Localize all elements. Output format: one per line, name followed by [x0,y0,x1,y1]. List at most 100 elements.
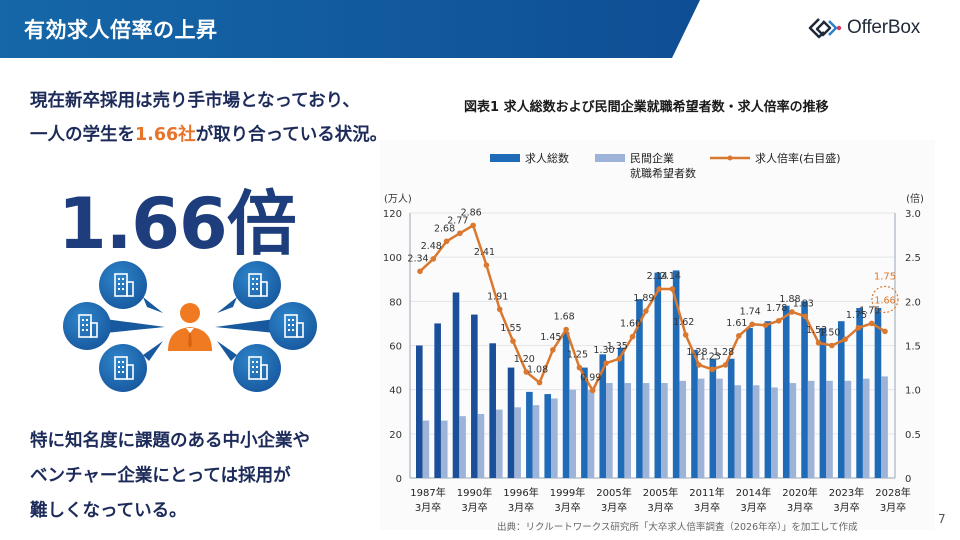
ratio-point [589,387,596,394]
x-tick-label: 1999年 [550,486,585,499]
ratio-data-label: 2.86 [461,207,482,218]
logo-text: OfferBox [847,17,921,38]
bar-total [672,270,680,478]
bar-seekers [587,389,595,478]
bar-total [452,292,460,478]
ratio-data-label: 1.83 [793,298,814,309]
ratio-data-label: 0.99 [580,373,601,384]
ratio-data-label: 1.55 [500,323,521,334]
bottom-line-1: 特に知名度に課題のある中小企業や [30,431,310,451]
ratio-point [470,222,476,229]
bar-seekers [514,407,521,478]
ratio-point [709,366,716,373]
bar-total [599,354,607,478]
bar-total [819,327,827,478]
ratio-point [682,332,689,338]
header-band [0,0,700,58]
bar-seekers [789,383,797,478]
student-companies-illustration [63,261,317,392]
ratio-point [749,321,755,328]
y2-tick-label: 1.5 [905,342,921,353]
ratio-point [443,238,450,245]
bar-seekers [422,420,430,478]
bar-total [801,301,808,478]
y-tick-label: 40 [389,386,402,397]
bar-seekers [679,380,687,478]
bar-seekers [624,383,632,478]
offerbox-logo-icon [808,18,842,39]
bar-seekers [716,378,723,478]
person-icon [168,303,212,351]
bar-seekers [807,380,815,478]
ratio-data-label: 1.50 [819,328,840,339]
bar-total [434,323,441,478]
lead-line-2-post: が取り合っている状況。 [195,125,388,145]
highlight-circle [871,285,899,313]
ratio-point [815,340,822,346]
ratio-point [722,362,729,368]
bar-total [526,391,533,478]
ratio-data-label: 1.28 [686,347,707,358]
x-tick-label: 2005年 [596,486,631,499]
ratio-point [855,325,862,331]
bar-seekers [551,398,558,478]
legend-label-ratio: 求人倍率(右目盛) [755,151,841,165]
ratio-data-label: 1.35 [607,341,628,352]
bar-total [764,321,772,478]
ratio-point [576,364,583,371]
ratio-data-label: 1.66 [874,295,895,306]
ratio-point [656,286,662,292]
ratio-data-label: 2.48 [421,241,442,252]
company-bubble-right-top [217,261,281,313]
x-tick-label: 3月卒 [787,501,813,514]
y2-tick-label: 2.0 [905,297,921,308]
bar-seekers [661,383,668,478]
ratio-point [842,336,848,343]
y-tick-label: 100 [383,253,402,264]
ratio-point [523,369,530,375]
bar-total [544,394,552,478]
bar-seekers [459,416,466,478]
bar-total [874,307,882,478]
bar-total [691,349,698,478]
ratio-data-label: 2.14 [647,271,668,282]
y-tick-label: 120 [383,209,402,220]
company-bubble-right-mid [215,302,317,350]
ratio-point [603,360,609,366]
offerbox-logo: OfferBox [808,17,920,39]
bottom-line-3: 難しくなっている。 [30,501,187,521]
ratio-data-label: 1.89 [633,293,654,304]
ratio-data-label: 1.75 [859,305,880,316]
ratio-data-label: 2.14 [660,271,681,282]
ratio-point [629,333,636,340]
y-tick-label: 80 [389,297,402,308]
ratio-point [417,268,423,275]
bar-total [782,305,790,478]
y-tick-label: 0 [396,474,402,485]
ratio-line [419,224,886,392]
bar-total [471,314,478,478]
ratio-data-label: 2.77 [447,215,468,226]
legend-label-seekers: 民間企業 [630,151,674,165]
x-tick-label: 3月卒 [880,501,906,514]
lead-text: 現在新卒採用は売り手市場となっており、 一人の学生を1.66社が取り合っている状… [30,84,387,152]
ratio-data-label: 1.30 [593,345,614,356]
y-tick-label: 20 [389,430,402,441]
bar-seekers [642,383,650,478]
bar-seekers [734,385,742,478]
bar-total [416,345,423,478]
y-axis-label: (万人) [384,193,412,205]
page-number: 7 [938,512,946,526]
ratio-point [430,256,437,262]
page-title: 有効求人倍率の上昇 [24,18,218,42]
ratio-data-label: 1.28 [713,347,734,358]
lead-line-2-pre: 一人の学生を [30,125,135,145]
x-tick-label: 3月卒 [554,501,580,514]
x-tick-label: 2011年 [689,486,724,499]
y-tick-label: 60 [389,342,402,353]
lead-line-2: 一人の学生を1.66社が取り合っている状況。 [30,118,387,152]
ratio-data-label: 1.23 [700,351,721,362]
y2-tick-label: 3.0 [905,209,921,220]
ratio-point [736,332,742,339]
y2-tick-label: 0.5 [905,430,921,441]
